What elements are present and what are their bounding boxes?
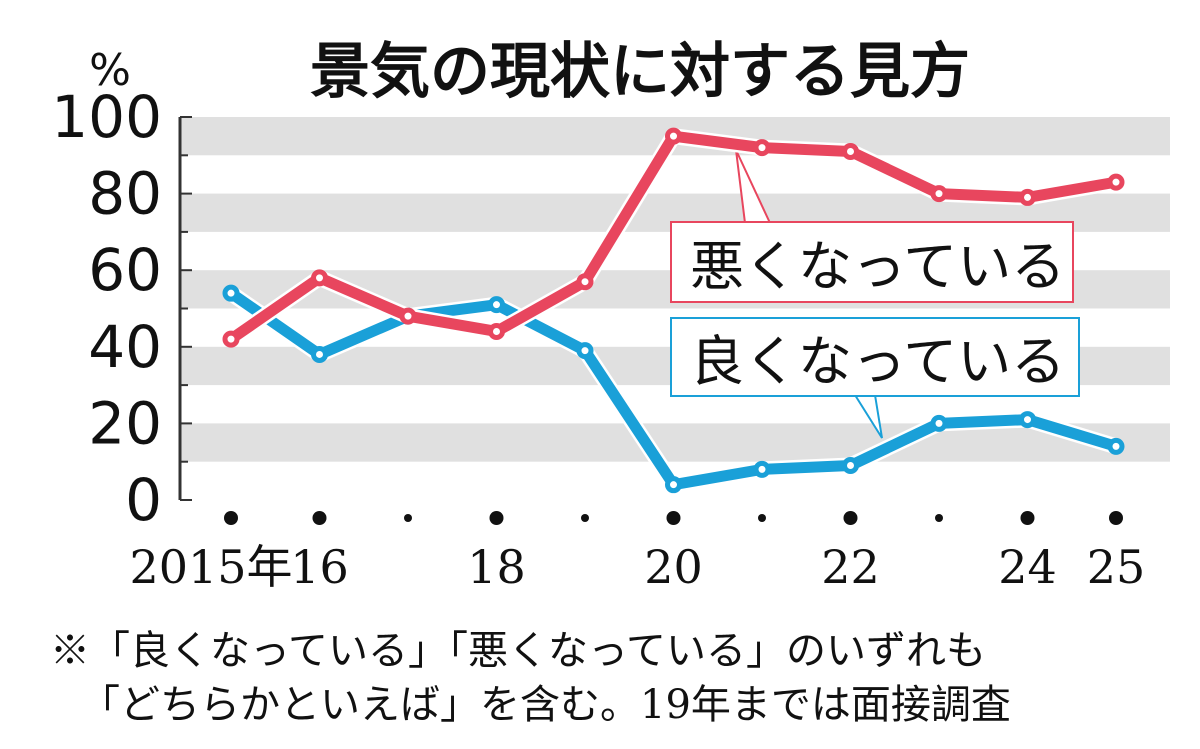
data-point bbox=[576, 273, 594, 291]
y-tick-label: 40 bbox=[88, 313, 162, 381]
data-point bbox=[753, 460, 771, 478]
x-tick-dot bbox=[843, 511, 858, 525]
data-point bbox=[1019, 411, 1036, 429]
x-tick-dot bbox=[1020, 511, 1035, 525]
data-point bbox=[1019, 188, 1036, 206]
data-point bbox=[222, 284, 240, 302]
chart-title: 景気の現状に対する見方 bbox=[310, 37, 970, 107]
legend-box-worse bbox=[670, 221, 1074, 303]
y-tick-label: 20 bbox=[88, 389, 162, 457]
legend-label-worse: 悪くなっている bbox=[690, 235, 1065, 298]
data-point bbox=[1107, 437, 1125, 455]
data-point bbox=[665, 476, 682, 494]
x-tick-dot bbox=[758, 514, 766, 522]
data-point bbox=[311, 269, 328, 287]
x-tick-dot bbox=[1109, 511, 1123, 525]
footnote-line-2: 「どちらかといえば」を含む。19年までは面接調査 bbox=[80, 682, 1011, 728]
data-point bbox=[311, 345, 328, 363]
legend-box-better bbox=[670, 317, 1080, 397]
data-point bbox=[665, 127, 682, 145]
x-tick-label: 16 bbox=[290, 540, 349, 594]
y-axis-unit: % bbox=[89, 45, 131, 96]
x-tick-label: 22 bbox=[821, 540, 880, 594]
y-tick-label: 60 bbox=[88, 236, 162, 304]
data-point bbox=[842, 457, 859, 475]
data-point bbox=[488, 296, 505, 314]
grid-band bbox=[180, 423, 1170, 462]
x-tick-dot bbox=[224, 511, 238, 525]
y-tick-label: 80 bbox=[88, 160, 162, 228]
legend-label-better: 良くなっている bbox=[690, 330, 1065, 393]
x-tick-label: 25 bbox=[1087, 540, 1146, 594]
x-tick-label: 24 bbox=[998, 540, 1057, 594]
data-point bbox=[753, 139, 771, 157]
callout-pointer-blue bbox=[854, 394, 883, 439]
data-point bbox=[399, 307, 417, 325]
x-tick-dot bbox=[312, 511, 327, 525]
x-tick-dot bbox=[404, 514, 412, 522]
data-point bbox=[930, 185, 948, 203]
data-point bbox=[842, 142, 859, 160]
x-tick-dot bbox=[666, 511, 681, 525]
x-tick-dot bbox=[935, 514, 943, 522]
data-point bbox=[930, 414, 948, 432]
data-point bbox=[1107, 173, 1125, 191]
x-tick-label: 18 bbox=[467, 540, 526, 594]
x-tick-label: 20 bbox=[644, 540, 703, 594]
x-tick-label: 2015年 bbox=[129, 540, 292, 594]
x-tick-dot bbox=[489, 511, 504, 525]
y-tick-label: 100 bbox=[51, 83, 162, 151]
data-point bbox=[222, 330, 240, 348]
y-tick-label: 0 bbox=[125, 466, 162, 534]
data-point bbox=[576, 342, 594, 360]
footnote-line-1: ※「良くなっている」「悪くなっている」のいずれも bbox=[50, 628, 986, 674]
x-tick-dot bbox=[581, 514, 589, 522]
data-point bbox=[488, 322, 505, 340]
